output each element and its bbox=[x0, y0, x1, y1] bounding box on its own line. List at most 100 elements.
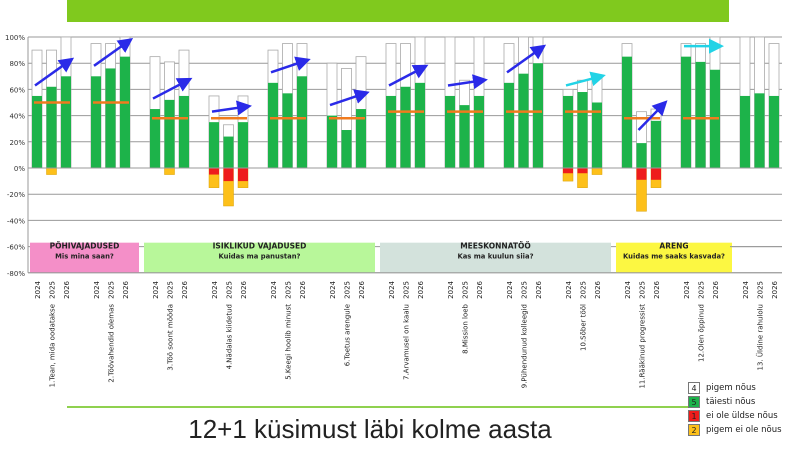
bar-taiesti-nous bbox=[46, 86, 57, 168]
bar-taiesti-nous bbox=[356, 109, 366, 168]
section-subtitle: Mis mina saan? bbox=[55, 253, 114, 261]
bar-pigem-ei-ole-nous bbox=[591, 167, 603, 175]
year-tick-label: 2024 bbox=[270, 280, 278, 298]
section-title: PÕHIVAJADUSED bbox=[50, 242, 120, 251]
year-tick-label: 2026 bbox=[417, 280, 425, 298]
bar-taiesti-nous bbox=[740, 95, 750, 168]
category-label: 8.Mission loeb bbox=[462, 303, 470, 353]
trend-arrow-icon bbox=[565, 71, 606, 87]
legend-swatch: 4 bbox=[688, 382, 700, 394]
bar-taiesti-nous bbox=[754, 93, 765, 168]
y-tick-label: 0% bbox=[14, 165, 25, 173]
trend-arrow-icon bbox=[93, 38, 134, 67]
bar-taiesti-nous bbox=[61, 76, 71, 168]
year-tick-label: 2026 bbox=[535, 280, 543, 298]
legend-swatch: 5 bbox=[688, 396, 700, 408]
category-label: 4.Nädalas kiidetud bbox=[226, 304, 234, 369]
bar-taiesti-nous bbox=[120, 56, 130, 168]
legend-item: 2 pigem ei ole nõus bbox=[688, 423, 782, 437]
bar-pigem-ei-ole-nous bbox=[164, 167, 175, 175]
year-tick-label: 2024 bbox=[624, 280, 632, 298]
bar-taiesti-nous bbox=[518, 73, 529, 168]
bar-taiesti-nous bbox=[415, 82, 425, 168]
bar-ei-ole-uldse-nous bbox=[209, 168, 219, 175]
trend-arrow-icon bbox=[34, 57, 75, 87]
section-title: MEESKONNATÖÖ bbox=[460, 242, 531, 251]
bar-taiesti-nous bbox=[164, 99, 175, 168]
bar-taiesti-nous bbox=[238, 122, 248, 168]
year-tick-label: 2026 bbox=[653, 280, 661, 298]
bar-taiesti-nous bbox=[91, 76, 101, 168]
bar-taiesti-nous bbox=[769, 95, 779, 168]
y-tick-label: 100% bbox=[5, 34, 25, 42]
legend: 4 pigem nõus 5 täiesti nõus 1 ei ole üldse … bbox=[688, 381, 782, 437]
year-tick-label: 2025 bbox=[521, 281, 529, 299]
section-band bbox=[144, 242, 375, 273]
section-title: ISIKLIKUD VAJADUSED bbox=[213, 242, 307, 251]
y-tick-label: -60% bbox=[7, 244, 25, 252]
section-subtitle: Kas ma kuulun siia? bbox=[457, 253, 533, 261]
bar-taiesti-nous bbox=[150, 109, 160, 168]
year-tick-label: 2025 bbox=[344, 281, 352, 299]
year-tick-label: 2024 bbox=[565, 280, 573, 298]
bar-taiesti-nous bbox=[445, 95, 455, 168]
year-tick-label: 2025 bbox=[108, 281, 116, 299]
y-tick-label: 40% bbox=[9, 113, 25, 121]
category-label: 12.Olen õppinud bbox=[698, 304, 706, 362]
year-tick-label: 2024 bbox=[329, 280, 337, 298]
bar-taiesti-nous bbox=[622, 56, 632, 168]
year-tick-label: 2024 bbox=[683, 280, 691, 298]
y-tick-label: -80% bbox=[7, 270, 25, 278]
divider-line bbox=[67, 406, 689, 408]
y-tick-label: -40% bbox=[7, 217, 25, 225]
bar-taiesti-nous bbox=[459, 105, 470, 168]
category-label: 9.Pühendunud kolleegid bbox=[521, 304, 529, 388]
year-tick-label: 2024 bbox=[152, 280, 160, 298]
bar-taiesti-nous bbox=[695, 61, 706, 168]
trend-arrow-icon bbox=[637, 100, 668, 131]
year-tick-label: 2026 bbox=[122, 280, 130, 298]
legend-swatch: 2 bbox=[688, 424, 700, 436]
bar-taiesti-nous bbox=[386, 95, 396, 168]
year-tick-label: 2026 bbox=[181, 280, 189, 298]
year-tick-label: 2024 bbox=[742, 280, 750, 298]
year-tick-label: 2024 bbox=[447, 280, 455, 298]
trend-arrow-icon bbox=[506, 44, 547, 74]
year-tick-label: 2024 bbox=[34, 280, 42, 298]
year-tick-label: 2024 bbox=[211, 280, 219, 298]
category-label: 13. Üldine rahulolu bbox=[756, 304, 765, 370]
legend-label: pigem ei ole nõus bbox=[706, 425, 782, 435]
legend-swatch: 1 bbox=[688, 410, 700, 422]
y-tick-label: 60% bbox=[9, 86, 25, 94]
section-subtitle: Kuidas me saaks kasvada? bbox=[623, 253, 725, 261]
y-tick-label: -20% bbox=[7, 191, 25, 199]
year-tick-label: 2025 bbox=[49, 281, 57, 299]
year-tick-label: 2026 bbox=[771, 280, 779, 298]
bar-taiesti-nous bbox=[577, 92, 588, 168]
legend-label: pigem nõus bbox=[706, 383, 756, 393]
bar-taiesti-nous bbox=[563, 95, 573, 168]
bar-taiesti-nous bbox=[592, 102, 602, 168]
year-tick-label: 2026 bbox=[476, 280, 484, 298]
section-band bbox=[616, 242, 732, 273]
year-tick-label: 2026 bbox=[240, 280, 248, 298]
survey-chart: 100% 80% 60% 40% 20% 0% -20% -40% -60% -80% PÕHIVA… bbox=[5, 34, 782, 389]
bar-taiesti-nous bbox=[297, 76, 307, 168]
bar-taiesti-nous bbox=[341, 130, 352, 168]
bar-taiesti-nous bbox=[651, 120, 661, 168]
bar-ei-ole-uldse-nous bbox=[238, 168, 248, 182]
year-tick-label: 2025 bbox=[285, 281, 293, 299]
legend-item: 5 täiesti nõus bbox=[688, 395, 782, 409]
header-bar bbox=[67, 0, 729, 22]
year-tick-label: 2024 bbox=[388, 280, 396, 298]
bar-taiesti-nous bbox=[474, 95, 484, 168]
category-label: 6.Toetus arengule bbox=[344, 304, 352, 366]
bar-taiesti-nous bbox=[636, 143, 647, 168]
year-tick-label: 2026 bbox=[299, 280, 307, 298]
bar-taiesti-nous bbox=[533, 63, 543, 169]
category-label: 2.Töövahendid olemas bbox=[108, 304, 116, 383]
legend-item: 1 ei ole üldse nõus bbox=[688, 409, 782, 423]
legend-label: täiesti nõus bbox=[706, 397, 756, 407]
trend-arrow-icon bbox=[270, 56, 311, 74]
bar-ei-ole-uldse-nous bbox=[563, 168, 573, 174]
